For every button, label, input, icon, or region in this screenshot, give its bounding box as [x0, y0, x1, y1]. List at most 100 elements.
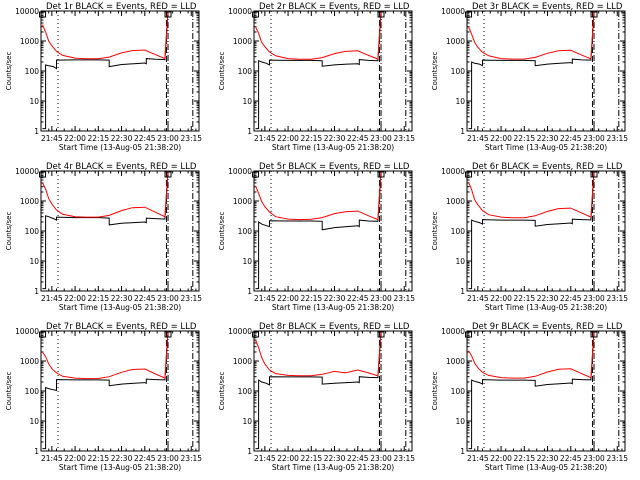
y-tick-label: 1000: [446, 357, 465, 366]
plot-frame: [253, 330, 413, 452]
series-lld-line: [255, 330, 382, 377]
x-tick-label: 21:45: [467, 294, 489, 303]
x-tick-label: 22:15: [301, 294, 323, 303]
series-lld-line: [42, 10, 169, 60]
y-tick-label: 1000: [233, 197, 252, 206]
y-tick-label: 10: [29, 417, 39, 426]
x-axis-label: Start Time (13-Aug-05 21:38:20): [59, 303, 181, 312]
x-tick-label: 23:15: [180, 134, 202, 143]
saturation-marker: [39, 11, 47, 18]
x-tick-label: 22:00: [490, 134, 512, 143]
y-tick-label: 100: [25, 227, 40, 236]
x-axis-label: Start Time (13-Aug-05 21:38:20): [59, 463, 181, 472]
x-tick-label: 21:45: [41, 294, 63, 303]
x-tick-label: 22:45: [347, 454, 369, 463]
chart-title: Det 4r BLACK = Events, RED = LLD: [46, 162, 197, 172]
y-tick-label: 1: [34, 287, 39, 296]
y-axis-label: Counts/sec: [431, 372, 439, 411]
y-tick-label: 1: [34, 447, 39, 456]
x-tick-label: 22:45: [347, 294, 369, 303]
saturation-marker: [164, 11, 172, 18]
y-tick-label: 10: [455, 97, 465, 106]
x-tick-label: 22:00: [490, 294, 512, 303]
x-axis-label: Start Time (13-Aug-05 21:38:20): [272, 303, 394, 312]
x-axis-label: Start Time (13-Aug-05 21:38:20): [485, 463, 607, 472]
series-lld-line: [468, 170, 595, 219]
saturation-marker: [377, 11, 385, 18]
x-tick-label: 21:45: [467, 134, 489, 143]
saturation-marker: [164, 331, 172, 338]
saturation-marker: [377, 331, 385, 338]
x-axis-label: Start Time (13-Aug-05 21:38:20): [272, 143, 394, 152]
y-tick-label: 10: [29, 97, 39, 106]
plot-frame: [466, 330, 626, 452]
x-tick-label: 22:15: [88, 134, 110, 143]
y-axis-label: Counts/sec: [431, 212, 439, 251]
x-tick-label: 23:00: [583, 294, 605, 303]
series-events-line: [255, 330, 382, 450]
x-tick-label: 21:45: [254, 134, 276, 143]
plot-frame: [466, 10, 626, 132]
y-tick-label: 1000: [446, 37, 465, 46]
series-lld-line: [42, 330, 169, 380]
y-tick-label: 1: [34, 127, 39, 136]
x-tick-label: 22:45: [560, 134, 582, 143]
x-tick-label: 22:45: [134, 134, 156, 143]
y-tick-label: 1: [247, 447, 252, 456]
saturation-marker: [39, 171, 47, 178]
x-tick-label: 23:15: [393, 134, 415, 143]
x-axis-label: Start Time (13-Aug-05 21:38:20): [59, 143, 181, 152]
y-tick-label: 1: [460, 287, 465, 296]
x-tick-label: 22:45: [347, 134, 369, 143]
x-tick-label: 23:00: [157, 294, 179, 303]
x-tick-label: 23:15: [180, 294, 202, 303]
y-axis-label: Counts/sec: [5, 372, 13, 411]
chart-panel-7: Det 7r BLACK = Events, RED = LLD 1 10 100 10…: [5, 322, 202, 472]
y-tick-label: 1: [460, 127, 465, 136]
saturation-marker: [465, 171, 473, 178]
x-tick-label: 22:15: [88, 454, 110, 463]
series-events-line: [42, 10, 169, 130]
y-tick-label: 10: [242, 417, 252, 426]
saturation-marker: [164, 171, 172, 178]
chart-panel-3: Det 3r BLACK = Events, RED = LLD 1 10 100 10…: [431, 2, 628, 152]
x-tick-label: 23:15: [606, 294, 628, 303]
y-tick-label: 10: [455, 257, 465, 266]
y-tick-label: 1: [247, 127, 252, 136]
chart-panel-6: Det 6r BLACK = Events, RED = LLD 1 10 100 10…: [431, 162, 628, 312]
series-lld-line: [255, 170, 382, 221]
x-tick-label: 22:30: [324, 134, 346, 143]
x-tick-label: 22:30: [111, 454, 133, 463]
x-tick-label: 22:00: [277, 294, 299, 303]
chart-panel-4: Det 4r BLACK = Events, RED = LLD 1 10 100 10…: [5, 162, 202, 312]
x-tick-label: 22:15: [514, 134, 536, 143]
series-events-line: [42, 330, 169, 450]
x-tick-label: 22:30: [537, 134, 559, 143]
x-tick-label: 22:30: [111, 134, 133, 143]
x-tick-label: 22:45: [134, 454, 156, 463]
chart-panel-9: Det 9r BLACK = Events, RED = LLD 1 10 100 10…: [431, 322, 628, 472]
series-lld-line: [468, 330, 595, 379]
y-tick-label: 100: [451, 387, 466, 396]
y-tick-label: 10: [242, 97, 252, 106]
y-tick-label: 10000: [441, 7, 465, 16]
x-tick-label: 23:15: [606, 134, 628, 143]
x-tick-label: 23:00: [370, 454, 392, 463]
x-tick-label: 22:00: [64, 454, 86, 463]
x-tick-label: 22:45: [560, 294, 582, 303]
x-axis-label: Start Time (13-Aug-05 21:38:20): [272, 463, 394, 472]
plot-frame: [40, 170, 200, 292]
plot-frame: [40, 330, 200, 452]
y-tick-label: 10: [455, 417, 465, 426]
plot-frame: [253, 170, 413, 292]
y-tick-label: 10000: [228, 7, 252, 16]
x-tick-label: 22:00: [277, 454, 299, 463]
saturation-marker: [590, 171, 598, 178]
y-tick-label: 10000: [15, 167, 39, 176]
saturation-marker: [39, 331, 47, 338]
saturation-marker: [252, 11, 260, 18]
x-tick-label: 21:45: [41, 454, 63, 463]
x-tick-label: 22:45: [560, 454, 582, 463]
chart-title: Det 3r BLACK = Events, RED = LLD: [472, 2, 623, 12]
y-tick-label: 10000: [228, 167, 252, 176]
